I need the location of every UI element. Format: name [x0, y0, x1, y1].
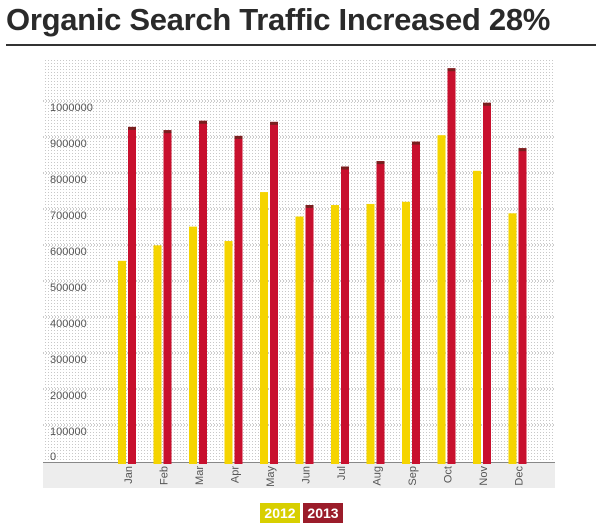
bar-2013-may: [270, 121, 278, 464]
bar-cap: [128, 126, 136, 130]
y-tick-label: 900000: [50, 138, 87, 150]
title-underline: [6, 44, 596, 46]
legend-2012: 2012: [260, 503, 300, 523]
bar-2013-apr: [234, 135, 243, 465]
bar-2013-sep: [412, 141, 420, 464]
y-tick-label: 400000: [50, 318, 87, 330]
x-tick-label: Sep: [407, 466, 419, 486]
y-tick-label: 600000: [50, 246, 87, 258]
bar-cap: [447, 68, 456, 72]
bar-cap: [270, 121, 278, 125]
x-tick-label: Feb: [159, 466, 171, 485]
bar-2012-sep: [402, 201, 410, 465]
bar-2013-jan: [128, 126, 136, 465]
bar-cap: [376, 161, 385, 165]
bar-2013-jun: [305, 205, 314, 465]
x-tick-label: Oct: [443, 466, 455, 483]
bar-2012-jun: [295, 216, 304, 464]
bar-2013-nov: [483, 102, 491, 465]
x-tick-label: Jun: [301, 466, 313, 484]
bar-cap: [341, 166, 349, 170]
bar-2012-jul: [331, 205, 339, 465]
x-tick-label: May: [265, 466, 277, 487]
x-tick-label: Mar: [194, 466, 206, 485]
x-tick-label: Nov: [478, 466, 490, 486]
y-tick-label: 0: [50, 451, 56, 463]
bar-2013-feb: [163, 130, 172, 464]
bar-2013-oct: [447, 68, 456, 465]
chart-title: Organic Search Traffic Increased 28%: [6, 2, 551, 37]
bar-2013-dec: [518, 148, 527, 464]
bar-cap: [163, 130, 172, 134]
bar-cap: [483, 102, 491, 106]
y-tick-label: 700000: [50, 210, 87, 222]
bar-2012-nov: [473, 170, 481, 464]
bar-2013-jul: [341, 166, 349, 464]
x-axis-band: [43, 462, 555, 488]
bar-2012-dec: [508, 213, 517, 464]
x-tick-label: Jan: [123, 466, 135, 484]
x-tick-label: Jul: [336, 466, 348, 480]
x-tick-label: Apr: [230, 466, 242, 483]
bar-2012-may: [260, 192, 268, 464]
bar-2012-jan: [118, 260, 126, 464]
y-tick-label: 300000: [50, 354, 87, 366]
y-tick-label: 500000: [50, 282, 87, 294]
y-tick-label: 800000: [50, 174, 87, 186]
bar-cap: [199, 120, 207, 124]
x-tick-label: Aug: [372, 466, 384, 486]
bar-2012-aug: [366, 203, 375, 464]
bar-2012-apr: [224, 241, 233, 464]
bar-2013-mar: [199, 120, 207, 465]
bar-2013-aug: [376, 161, 385, 464]
y-tick-label: 200000: [50, 390, 87, 402]
bar-cap: [412, 141, 420, 145]
bar-cap: [518, 148, 527, 152]
legend-2013: 2013: [303, 503, 343, 523]
x-tick-label: Dec: [514, 466, 526, 486]
y-tick-label: 1000000: [50, 102, 93, 114]
bar-cap: [305, 205, 314, 209]
bar-cap: [234, 135, 243, 139]
y-tick-label: 100000: [50, 426, 87, 438]
bar-2012-feb: [153, 245, 162, 464]
bar-2012-oct: [437, 135, 446, 464]
bar-2012-mar: [189, 226, 197, 464]
